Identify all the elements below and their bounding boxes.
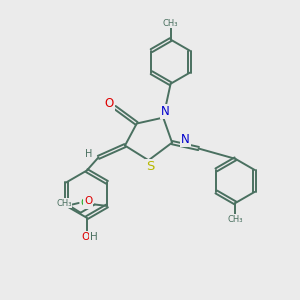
Text: Cl: Cl <box>81 198 91 208</box>
Text: CH₃: CH₃ <box>228 215 243 224</box>
Text: S: S <box>146 160 154 173</box>
Text: O: O <box>81 232 89 242</box>
Text: O: O <box>105 97 114 110</box>
Text: O: O <box>84 196 92 206</box>
Text: N: N <box>160 105 169 118</box>
Text: H: H <box>85 149 93 159</box>
Text: N: N <box>181 133 190 146</box>
Text: CH₃: CH₃ <box>56 199 72 208</box>
Text: CH₃: CH₃ <box>163 19 178 28</box>
Text: H: H <box>90 232 98 242</box>
